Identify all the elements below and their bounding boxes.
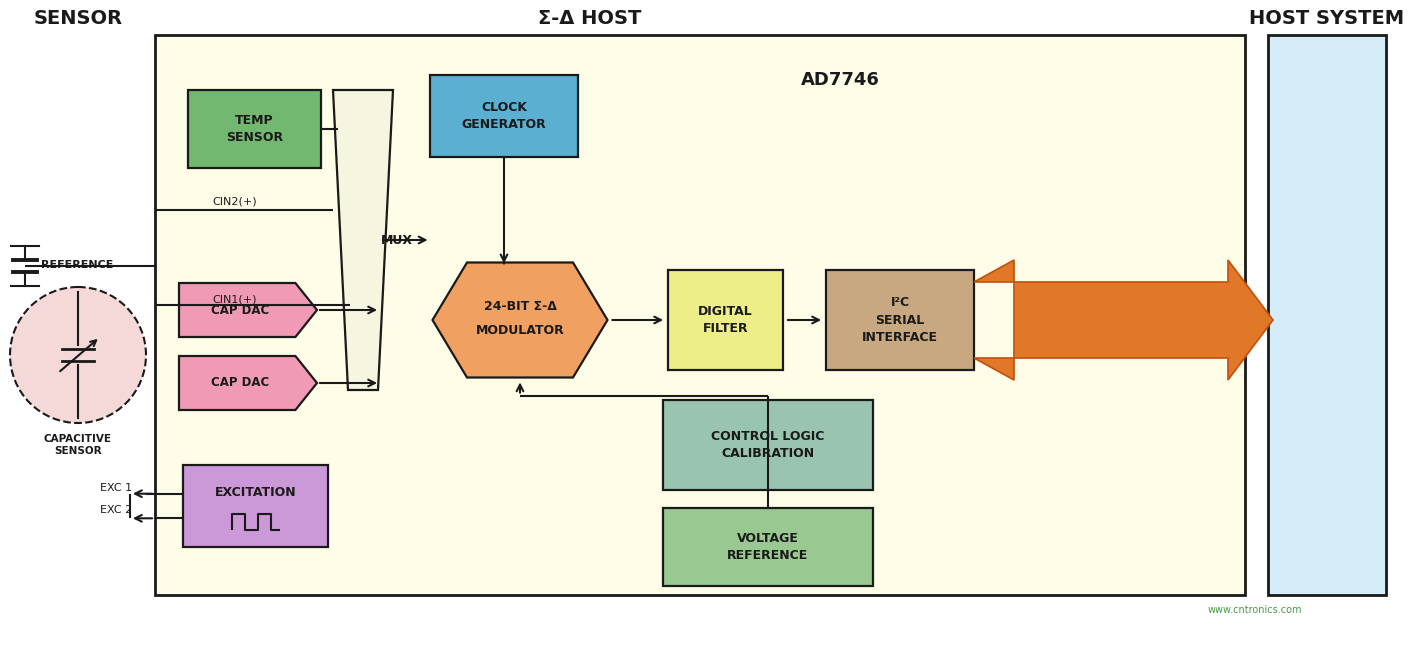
Text: AD7746: AD7746 xyxy=(800,71,880,89)
Text: SENSOR: SENSOR xyxy=(34,9,122,27)
Text: Σ-Δ HOST: Σ-Δ HOST xyxy=(538,9,641,27)
Text: EXC 1: EXC 1 xyxy=(99,483,132,493)
Text: VOLTAGE
REFERENCE: VOLTAGE REFERENCE xyxy=(728,532,809,562)
Bar xyxy=(826,270,973,370)
Bar xyxy=(663,400,873,490)
Text: www.cntronics.com: www.cntronics.com xyxy=(1208,605,1303,615)
Text: MUX: MUX xyxy=(380,233,413,247)
Text: MODULATOR: MODULATOR xyxy=(475,324,565,337)
Text: EXCITATION: EXCITATION xyxy=(214,485,297,498)
Bar xyxy=(430,75,578,157)
Bar xyxy=(668,270,783,370)
Text: CLOCK
GENERATOR: CLOCK GENERATOR xyxy=(461,101,546,131)
Bar xyxy=(183,465,328,547)
Polygon shape xyxy=(433,262,607,377)
Text: REFERENCE: REFERENCE xyxy=(41,260,114,270)
Text: CAP DAC: CAP DAC xyxy=(211,377,270,390)
Polygon shape xyxy=(179,283,316,337)
Text: TEMP
SENSOR: TEMP SENSOR xyxy=(226,114,282,144)
Bar xyxy=(1269,35,1386,595)
Text: 24-BIT Σ-Δ: 24-BIT Σ-Δ xyxy=(484,300,556,313)
Text: CIN1(+): CIN1(+) xyxy=(211,295,257,305)
Text: CAP DAC: CAP DAC xyxy=(211,303,270,317)
Text: I²C
SERIAL
INTERFACE: I²C SERIAL INTERFACE xyxy=(861,296,938,344)
Text: CIN2(+): CIN2(+) xyxy=(211,197,257,207)
Polygon shape xyxy=(333,90,393,390)
Text: CONTROL LOGIC
CALIBRATION: CONTROL LOGIC CALIBRATION xyxy=(711,430,824,460)
Polygon shape xyxy=(179,356,316,410)
Polygon shape xyxy=(973,260,1273,380)
Bar xyxy=(663,508,873,586)
Bar xyxy=(155,35,1244,595)
Text: EXC 2: EXC 2 xyxy=(99,505,132,515)
Bar xyxy=(187,90,321,168)
Circle shape xyxy=(10,287,146,423)
Text: DIGITAL
FILTER: DIGITAL FILTER xyxy=(698,305,753,335)
Text: CAPACITIVE
SENSOR: CAPACITIVE SENSOR xyxy=(44,434,112,456)
Text: HOST SYSTEM: HOST SYSTEM xyxy=(1250,9,1405,27)
